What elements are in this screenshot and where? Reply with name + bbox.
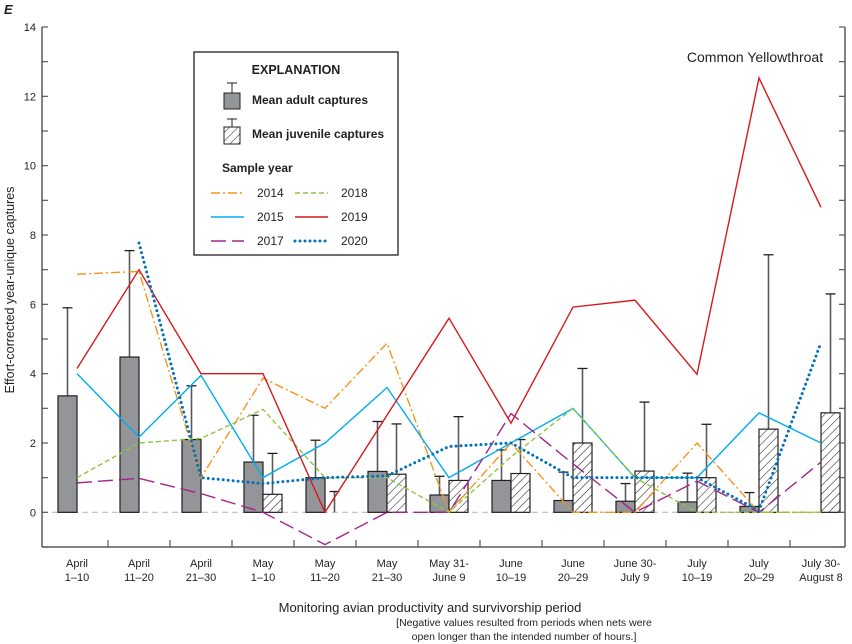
x-tick-label-line1: April [66, 558, 88, 570]
x-tick-label-line2: August 8 [799, 572, 842, 584]
y-tick-label: 2 [30, 438, 36, 450]
x-tick-label-line1: May [377, 558, 398, 570]
legend-label-2015: 2015 [257, 210, 284, 224]
y-tick-label: 12 [24, 91, 36, 103]
juvenile-bar [510, 472, 531, 513]
x-axis-label: Monitoring avian productivity and surviv… [279, 600, 582, 615]
adult-bar [491, 479, 512, 513]
adult-bar [181, 438, 202, 513]
x-tick-label-line1: July 30- [802, 558, 841, 570]
y-tick-label: 6 [30, 299, 36, 311]
legend-label-2014: 2014 [257, 186, 284, 200]
x-axis-note-line-2: open longer than the intended number of … [412, 631, 637, 643]
legend-adult-swatch [223, 82, 241, 110]
x-tick-label-line1: April [190, 558, 212, 570]
x-tick-label-line2: 1–10 [65, 572, 89, 584]
x-tick-label-line2: 20–29 [558, 572, 589, 584]
y-tick-label: 0 [30, 507, 36, 519]
y-axis-label: Effort-corrected year-unique captures [3, 187, 17, 394]
legend-adult-label: Mean adult captures [252, 93, 368, 107]
y-tick-label: 4 [30, 369, 36, 381]
x-tick-label-line1: July [749, 558, 769, 570]
legend-year-heading: Sample year [222, 161, 293, 175]
legend-label-2019: 2019 [341, 210, 368, 224]
legend-heading: EXPLANATION [252, 63, 341, 77]
x-tick-label-line2: 10–19 [682, 572, 713, 584]
x-axis-note-line-1: [Negative values resulted from periods w… [396, 617, 652, 629]
chart-title: Common Yellowthroat [687, 49, 823, 65]
adult-bar [305, 477, 326, 513]
x-tick-label-line2: 11–20 [310, 572, 340, 584]
x-tick-label-line1: April [128, 558, 150, 570]
legend: EXPLANATION Mean adult captures Mean juv… [193, 51, 399, 256]
x-tick-label-line2: June 9 [432, 572, 465, 584]
y-tick-label: 10 [24, 161, 36, 173]
juvenile-bar [262, 493, 283, 513]
legend-juvenile-swatch [223, 118, 241, 145]
adult-bar [57, 395, 78, 513]
adult-bar [677, 501, 698, 513]
x-tick-label-line1: May [315, 558, 336, 570]
x-tick-label-line2: 11–20 [124, 572, 154, 584]
legend-label-2018: 2018 [341, 186, 368, 200]
legend-label-2020: 2020 [341, 234, 368, 248]
panel-letter: E [4, 2, 13, 17]
x-tick-label-line1: May [253, 558, 274, 570]
y-tick-label: 14 [24, 22, 36, 34]
juvenile-bar [386, 473, 407, 513]
series-line-2019 [76, 75, 822, 514]
legend-box [193, 51, 399, 256]
adult-bar [243, 461, 264, 513]
x-tick-label-line2: 20–29 [744, 572, 775, 584]
x-tick-label-line1: June 30- [614, 558, 657, 570]
y-tick-label: 8 [30, 230, 36, 242]
series-line-2018 [76, 407, 821, 514]
legend-juvenile-label: Mean juvenile captures [252, 127, 384, 141]
juvenile-bar [820, 412, 841, 513]
x-tick-label-line2: 21–30 [372, 572, 403, 584]
x-tick-label-line1: July [687, 558, 707, 570]
x-tick-label-line1: June [499, 558, 523, 570]
x-tick-label-line2: 10–19 [496, 572, 527, 584]
adult-bar [119, 356, 140, 513]
x-tick-label-line1: May 31- [429, 558, 469, 570]
legend-label-2017: 2017 [257, 234, 284, 248]
x-tick-label-line2: 21–30 [186, 572, 217, 584]
x-tick-label-line2: 1–10 [251, 572, 275, 584]
x-tick-label-line2: July 9 [621, 572, 650, 584]
series-line-2020 [137, 241, 823, 513]
x-tick-label-line1: June [561, 558, 585, 570]
